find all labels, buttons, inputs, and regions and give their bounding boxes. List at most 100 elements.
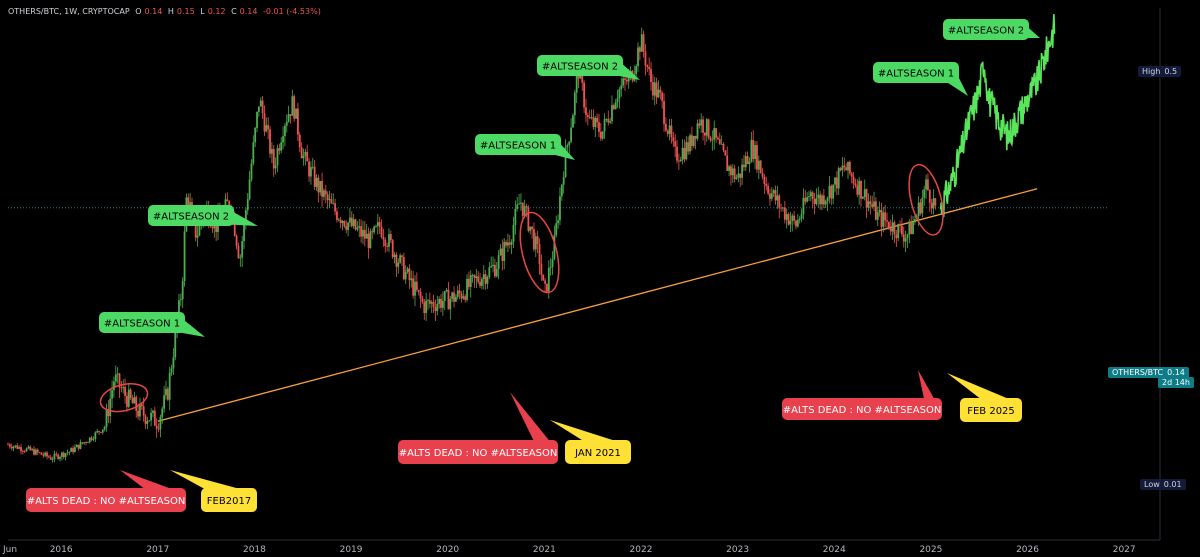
- candle-body: [811, 192, 814, 199]
- candle-body: [350, 217, 353, 227]
- candle-body: [460, 293, 463, 299]
- candle-body: [313, 166, 316, 187]
- candle-body: [932, 198, 935, 209]
- candle-body: [66, 452, 69, 454]
- candle-body: [878, 210, 881, 213]
- candle-body: [661, 92, 664, 102]
- candle-body: [443, 291, 446, 301]
- candle-body: [254, 127, 257, 143]
- candle-body: [428, 300, 431, 304]
- candle-body: [274, 165, 277, 169]
- candle-body: [464, 296, 467, 300]
- candle-body: [68, 451, 71, 453]
- candle-body: [445, 289, 448, 292]
- candle-body: [841, 165, 844, 171]
- candle-body: [917, 202, 920, 217]
- candle-body: [635, 66, 638, 75]
- candle-body: [759, 160, 762, 174]
- candle-body: [774, 190, 777, 201]
- candle-body: [744, 155, 747, 168]
- candle-body: [27, 446, 30, 449]
- candle-body: [572, 115, 574, 128]
- candle-body: [477, 276, 480, 282]
- candle-body: [252, 142, 255, 164]
- yellow-callout-text: FEB 2025: [967, 406, 1015, 417]
- candle-body: [36, 449, 39, 453]
- candle-body: [371, 231, 374, 233]
- countdown-badge: 2d 14h: [1158, 377, 1194, 388]
- candle-body: [382, 236, 385, 240]
- candle-body: [406, 268, 409, 272]
- candle-body: [887, 221, 890, 229]
- candle-body: [72, 448, 74, 452]
- candle-body: [809, 192, 812, 197]
- candle-body: [637, 47, 639, 67]
- high-value: 0.15: [176, 7, 195, 16]
- x-tick-label: 2016: [50, 545, 73, 555]
- candle-body: [265, 125, 268, 132]
- candle-body: [81, 442, 84, 444]
- candle-body: [559, 196, 561, 221]
- candle-body: [42, 454, 45, 456]
- candle-body: [343, 221, 346, 227]
- candle-body: [124, 387, 126, 396]
- candle-body: [512, 224, 515, 242]
- candle-body: [363, 229, 366, 239]
- candle-body: [735, 177, 738, 180]
- last-price-value: 0.14: [1167, 368, 1185, 377]
- candle-body: [10, 446, 13, 449]
- candle-body: [750, 139, 753, 162]
- candle-body: [505, 241, 507, 246]
- candle-body: [834, 177, 836, 185]
- candle-body: [427, 300, 429, 302]
- candle-body: [904, 238, 907, 242]
- candle-body: [33, 449, 35, 455]
- candle-body: [310, 167, 312, 177]
- candle-body: [380, 226, 383, 237]
- candle-body: [261, 100, 264, 114]
- candle-body: [295, 108, 297, 119]
- candle-body: [692, 135, 695, 147]
- candle-body: [796, 219, 799, 227]
- candle-body: [481, 279, 483, 286]
- candle-body: [765, 184, 768, 187]
- candle-body: [503, 241, 506, 261]
- candle-body: [698, 123, 701, 126]
- candle-body: [564, 147, 567, 178]
- candle-body: [598, 122, 600, 132]
- candle-body: [531, 226, 533, 230]
- green-callout-text: #ALTSEASON 1: [480, 141, 556, 152]
- candle-body: [494, 264, 496, 277]
- candle-body: [224, 199, 227, 209]
- candle-body: [425, 300, 428, 314]
- candle-body: [21, 451, 24, 452]
- candle-body: [419, 291, 422, 299]
- candle-body: [538, 244, 541, 264]
- candle-body: [650, 69, 652, 83]
- x-tick-label: 2017: [146, 545, 169, 555]
- candle-body: [562, 177, 565, 185]
- candle-body: [321, 180, 323, 197]
- candle-body: [414, 281, 416, 296]
- candle-body: [914, 219, 916, 223]
- candle-body: [880, 210, 883, 227]
- candle-body: [298, 134, 301, 148]
- candle-body: [865, 189, 868, 208]
- candle-body: [412, 278, 415, 296]
- candle-body: [194, 216, 197, 238]
- countdown-value: 2d 14h: [1162, 378, 1190, 387]
- ellipse-layer: [99, 163, 944, 413]
- candle-body: [672, 137, 675, 142]
- axis-layer: Jun 2016 2017 2018 2019 2020 2021 2022 2023 2024 2…: [2, 8, 1161, 555]
- candle-body: [925, 179, 927, 190]
- green-callout-text: #ALTSEASON 1: [878, 69, 954, 80]
- green-callout-text: #ALTSEASON 1: [104, 319, 180, 330]
- candle-body: [549, 266, 552, 268]
- candle-body: [328, 199, 331, 201]
- candle-body: [664, 123, 667, 131]
- candle-body: [891, 222, 894, 232]
- candle-body: [276, 148, 279, 166]
- candle-body: [453, 292, 455, 302]
- candle-body: [821, 195, 823, 205]
